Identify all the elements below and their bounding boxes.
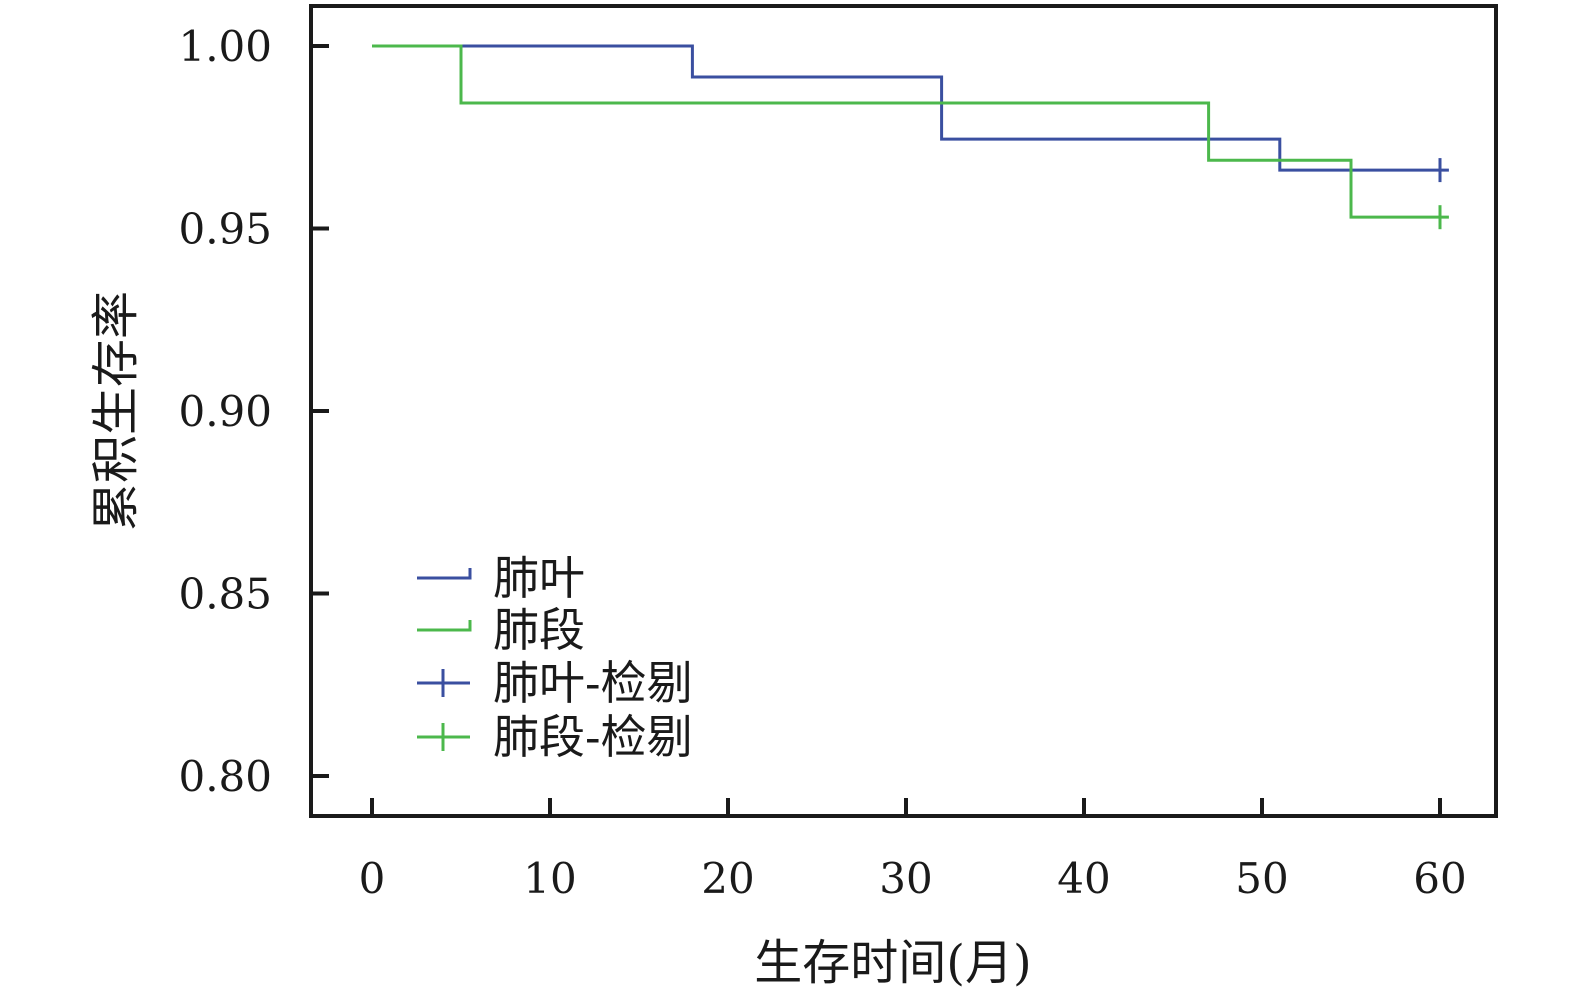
y-tick-label: 0.80 (178, 752, 272, 801)
x-tick-label: 40 (1057, 854, 1110, 903)
y-tick-label: 0.90 (178, 387, 272, 436)
x-axis: 0 10 20 30 40 50 60 (359, 798, 1467, 903)
y-tick-label: 0.95 (178, 205, 272, 254)
legend-label: 肺叶-检剔 (493, 656, 693, 710)
series-line (372, 44, 1449, 172)
x-tick-label: 60 (1413, 854, 1466, 903)
y-tick-label: 0.85 (178, 570, 272, 619)
legend-label: 肺段-检剔 (493, 710, 693, 764)
series-line (372, 44, 1449, 219)
legend-swatch (417, 568, 472, 580)
x-tick-label: 10 (523, 854, 576, 903)
x-tick-label: 0 (359, 854, 386, 903)
plot-frame (309, 4, 1498, 818)
x-axis-title: 生存时间(月) (754, 935, 1031, 991)
legend-label: 肺段 (493, 603, 585, 657)
legend-label: 肺叶 (493, 551, 585, 605)
x-tick-label: 20 (701, 854, 754, 903)
y-axis-title: 累积生存率 (88, 291, 144, 531)
legend-swatch (417, 620, 472, 632)
series-layer (372, 44, 1449, 230)
x-tick-label: 50 (1235, 854, 1288, 903)
x-tick-label: 30 (879, 854, 932, 903)
y-tick-label: 1.00 (178, 22, 272, 71)
y-axis: 0.80 0.85 0.90 0.95 1.00 (178, 22, 329, 801)
